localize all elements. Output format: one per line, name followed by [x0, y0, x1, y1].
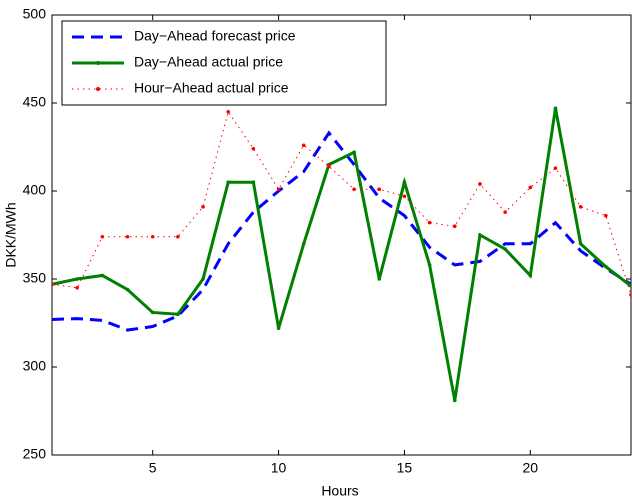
series-marker — [276, 326, 281, 331]
series-marker — [478, 182, 482, 186]
y-tick-label: 350 — [23, 270, 47, 286]
series-marker — [125, 287, 130, 292]
series-marker — [478, 233, 482, 237]
series-marker — [176, 234, 180, 239]
series-marker — [452, 398, 457, 403]
series-marker — [327, 164, 331, 169]
series-marker — [226, 180, 231, 184]
series-line — [52, 130, 631, 332]
series-marker — [150, 310, 155, 315]
series-marker — [629, 284, 631, 288]
series-marker — [427, 263, 432, 267]
series-marker — [75, 286, 79, 290]
x-tick-label: 10 — [271, 460, 287, 476]
series-marker — [528, 185, 533, 190]
x-tick-label: 20 — [523, 460, 539, 476]
series-marker — [301, 143, 306, 148]
series-marker — [176, 312, 180, 317]
y-tick-label: 300 — [23, 358, 47, 374]
series-marker — [377, 187, 382, 192]
legend-marker — [96, 61, 100, 65]
series-marker — [402, 180, 407, 184]
series-marker — [578, 242, 583, 246]
series-marker — [201, 277, 205, 281]
series-marker — [226, 110, 231, 114]
series-marker — [352, 187, 356, 192]
series-marker — [251, 146, 256, 151]
series-line — [52, 108, 631, 401]
series-marker — [100, 273, 105, 278]
y-axis-label: DKK/MWh — [3, 202, 19, 267]
series-marker — [377, 277, 382, 281]
series-marker — [150, 234, 155, 239]
series-marker — [276, 187, 281, 192]
series-marker — [52, 282, 54, 287]
legend-label: Hour−Ahead actual price — [134, 80, 289, 96]
series-marker — [553, 166, 558, 170]
series-marker — [352, 150, 356, 155]
series-marker — [100, 234, 105, 239]
series-marker — [553, 106, 558, 111]
series-marker — [301, 242, 306, 246]
x-tick-label: 5 — [149, 460, 157, 476]
y-tick-label: 400 — [23, 182, 47, 198]
legend-marker — [96, 87, 100, 91]
series-marker — [503, 210, 507, 214]
series-marker — [427, 220, 432, 225]
series-marker — [75, 277, 79, 281]
series-marker — [452, 224, 457, 228]
series-marker — [604, 264, 608, 269]
series-marker — [201, 205, 205, 209]
y-tick-label: 250 — [23, 446, 47, 462]
x-axis-label: Hours — [321, 483, 358, 499]
series-marker — [604, 213, 608, 218]
legend-label: Day−Ahead forecast price — [134, 28, 296, 44]
series-marker — [578, 205, 583, 209]
series-marker — [251, 180, 256, 184]
series-marker — [528, 273, 533, 278]
y-tick-label: 450 — [23, 94, 47, 110]
legend-label: Day−Ahead actual price — [134, 54, 283, 70]
x-tick-label: 15 — [397, 460, 413, 476]
y-tick-label: 500 — [23, 6, 47, 22]
series-marker — [125, 234, 130, 239]
series-marker — [503, 247, 507, 251]
series-marker — [629, 293, 631, 297]
series-marker — [402, 194, 407, 199]
